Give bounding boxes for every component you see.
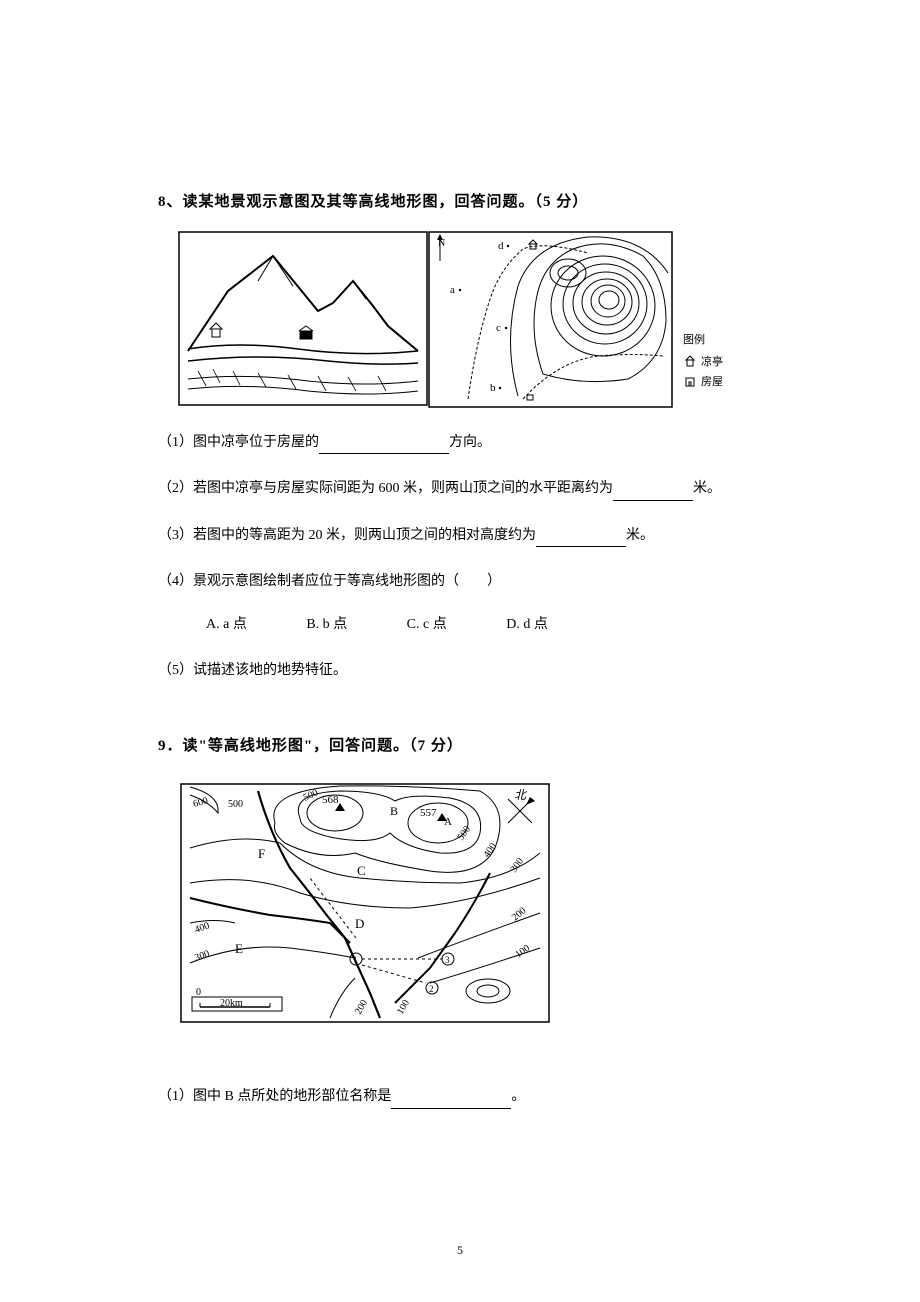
svg-text:0: 0 [196,987,201,998]
svg-text:600: 600 [192,796,209,811]
q8-sub1-suffix: 方向。 [449,435,491,450]
q8-header: 8、读某地景观示意图及其等高线地形图，回答问题。（5 分） [158,190,785,211]
q9-sub1-prefix: （1）图中 B 点所处的地形部位名称是 [158,1089,391,1104]
legend-house-label: 房屋 [701,373,723,389]
q8-figures: N a b c d 图例 [178,231,785,408]
svg-text:200: 200 [353,998,370,1016]
svg-text:500: 500 [455,824,473,843]
legend-title: 图例 [683,331,723,347]
svg-text:3: 3 [445,955,450,965]
opt-d: D. d 点 [506,614,548,636]
svg-text:400: 400 [193,921,211,936]
svg-text:1: 1 [353,955,358,965]
opt-a: A. a 点 [206,614,247,636]
legend: 图例 凉亭 房屋 [683,331,723,393]
svg-text:E: E [235,941,243,956]
q9-sub1-suffix: 。 [511,1089,525,1104]
q8-sub1: （1）图中凉亭位于房屋的 方向。 [158,432,785,454]
svg-text:500: 500 [302,788,320,804]
q8-sub2-suffix: 米。 [693,481,721,496]
svg-text:c: c [496,322,501,334]
contour-map-q8: N a b c d [428,231,673,408]
q8-sub4-options: A. a 点 B. b 点 C. c 点 D. d 点 [206,614,785,636]
q8-sub1-prefix: （1）图中凉亭位于房屋的 [158,435,319,450]
svg-text:100: 100 [513,943,532,961]
opt-b: B. b 点 [306,614,347,636]
q8-sub5: （5）试描述该地的地势特征。 [158,660,785,682]
svg-text:500: 500 [228,799,243,810]
svg-text:B: B [390,804,398,818]
q8-sub4: （4）景观示意图绘制者应位于等高线地形图的（ ） [158,571,785,593]
svg-text:F: F [258,846,265,861]
blank [536,533,626,547]
svg-text:557: 557 [420,807,437,819]
q9-header: 9．读"等高线地形图"，回答问题。（7 分） [158,734,785,755]
legend-pavilion: 凉亭 [683,353,723,369]
svg-text:b: b [490,382,496,394]
q8-sub2-prefix: （2）若图中凉亭与房屋实际间距为 600 米，则两山顶之间的水平距离约为 [158,481,613,496]
q8-sub2: （2）若图中凉亭与房屋实际间距为 600 米，则两山顶之间的水平距离约为 米。 [158,478,785,500]
opt-c: C. c 点 [407,614,447,636]
q9-sub1: （1）图中 B 点所处的地形部位名称是 。 [158,1086,785,1108]
svg-text:A: A [444,816,452,828]
svg-text:D: D [355,916,364,931]
q8-sub3: （3）若图中的等高距为 20 米，则两山顶之间的相对高度约为 米。 [158,525,785,547]
blank [613,487,693,501]
svg-text:200: 200 [510,906,529,924]
contour-map-q9: 北 0 20km 568 557 A B [180,783,550,1023]
svg-text:C: C [357,863,366,878]
landscape-sketch [178,231,428,406]
legend-pavilion-label: 凉亭 [701,353,723,369]
svg-text:20km: 20km [220,998,243,1009]
legend-house: 房屋 [683,373,723,389]
blank [319,440,449,454]
svg-text:2: 2 [429,984,434,994]
svg-text:北: 北 [514,788,528,802]
svg-text:300: 300 [193,949,211,964]
svg-text:d: d [498,240,504,252]
svg-text:a: a [450,284,455,296]
q8-sub3-suffix: 米。 [626,528,654,543]
blank [391,1095,511,1109]
page-number: 5 [0,1243,920,1258]
svg-text:300: 300 [508,856,526,875]
q9-figure: 北 0 20km 568 557 A B [180,783,785,1028]
q8-sub3-prefix: （3）若图中的等高距为 20 米，则两山顶之间的相对高度约为 [158,528,536,543]
